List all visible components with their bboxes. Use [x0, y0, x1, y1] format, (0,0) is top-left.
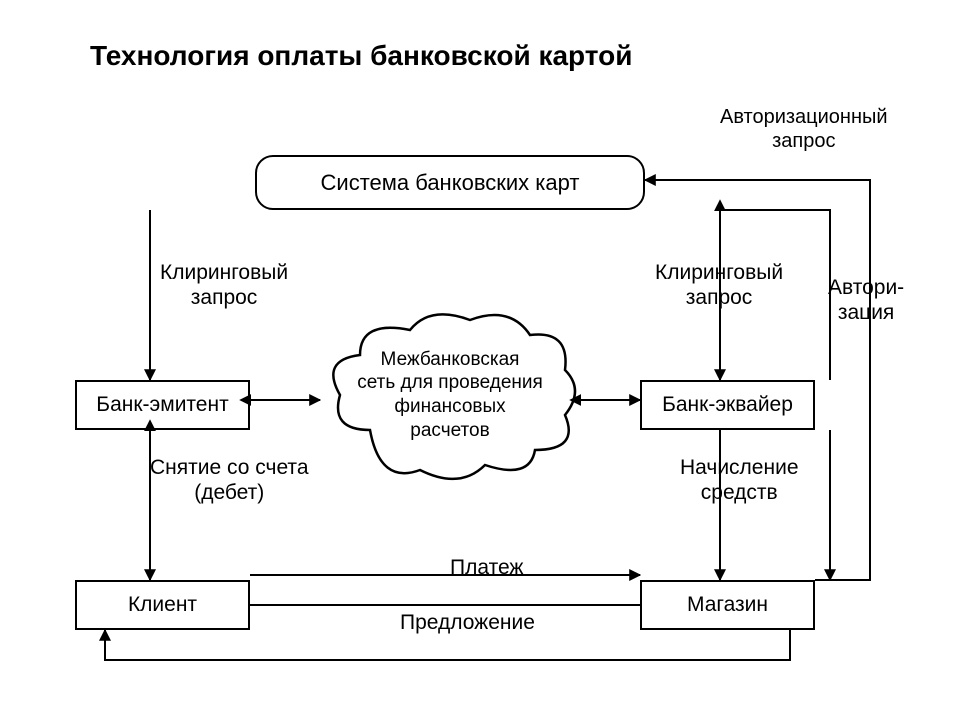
node-system: Система банковских карт — [255, 155, 645, 210]
cloud-label: Межбанковская сеть для проведения финанс… — [357, 348, 543, 443]
label-auth-request: Авторизационный запрос — [720, 105, 888, 153]
node-shop: Магазин — [640, 580, 815, 630]
label-payment: Платеж — [450, 555, 523, 580]
node-client: Клиент — [75, 580, 250, 630]
page-title: Технология оплаты банковской картой — [90, 40, 632, 72]
label-offer: Предложение — [400, 610, 535, 635]
node-cloud: Межбанковская сеть для проведения финанс… — [320, 300, 580, 490]
node-acquirer: Банк-эквайер — [640, 380, 815, 430]
node-issuer: Банк-эмитент — [75, 380, 250, 430]
label-debit: Снятие со счета (дебет) — [150, 455, 309, 505]
label-credit: Начисление средств — [680, 455, 799, 505]
label-authorize: Автори- зация — [828, 275, 904, 325]
label-clearing-left: Клиринговый запрос — [160, 260, 288, 310]
label-clearing-right: Клиринговый запрос — [655, 260, 783, 310]
